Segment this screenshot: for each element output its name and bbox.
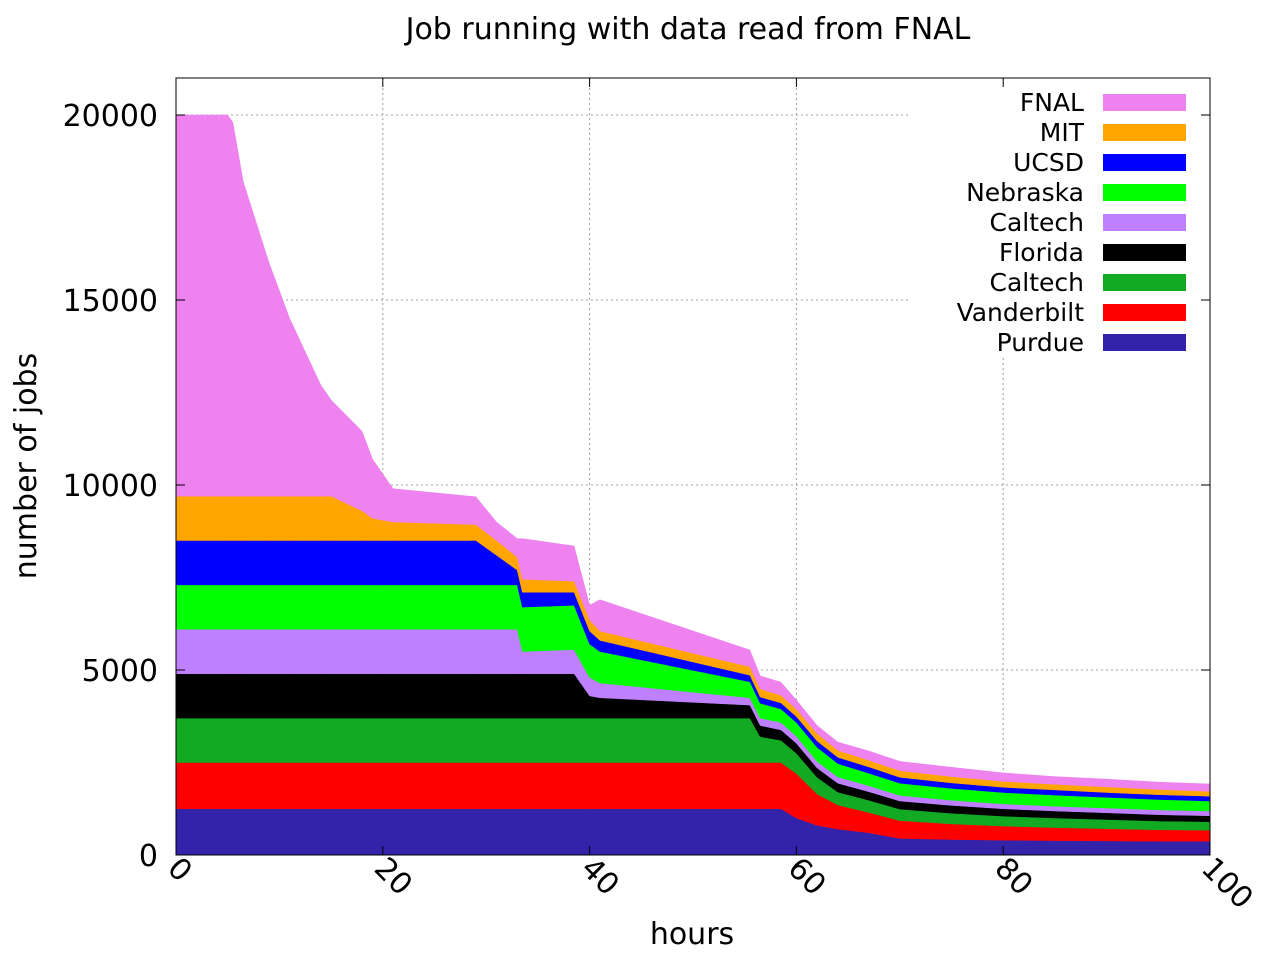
legend-label-caltech: Caltech xyxy=(990,268,1085,297)
plot-frame xyxy=(175,77,1211,856)
axis-ticks: 0 5000 10000 15000 20000 0 20 40 60 80 100 xyxy=(63,78,1260,916)
legend-label-florida: Florida xyxy=(999,238,1084,267)
legend-swatch-mit xyxy=(1103,124,1186,141)
legend-label-nebraska: Nebraska xyxy=(966,178,1084,207)
x-tick-label: 100 xyxy=(1194,851,1259,916)
legend-swatch-purdue xyxy=(1103,334,1186,351)
x-axis-label: hours xyxy=(650,917,734,952)
legend-swatch-florida xyxy=(1103,244,1186,261)
y-tick-label: 5000 xyxy=(82,654,158,689)
x-tick-label: 0 xyxy=(160,851,198,889)
legend-label-caltech: Caltech xyxy=(990,208,1085,237)
legend-swatch-fnal xyxy=(1103,94,1186,111)
y-tick-label: 10000 xyxy=(63,469,158,504)
legend-swatch-vanderbilt xyxy=(1103,304,1186,321)
x-tick-label: 40 xyxy=(574,851,626,903)
x-tick-label: 60 xyxy=(781,851,833,903)
y-axis-label: number of jobs xyxy=(9,353,44,579)
y-tick-label: 20000 xyxy=(63,99,158,134)
legend-label-ucsd: UCSD xyxy=(1013,148,1084,177)
chart-title: Job running with data read from FNAL xyxy=(404,12,971,47)
stacked-areas xyxy=(175,114,1211,856)
legend-label-purdue: Purdue xyxy=(997,328,1084,357)
legend-label-mit: MIT xyxy=(1040,118,1085,147)
x-tick-label: 80 xyxy=(988,851,1040,903)
legend: FNALMITUCSDNebraskaCaltechFloridaCaltech… xyxy=(908,84,1204,357)
legend-swatch-caltech xyxy=(1103,274,1186,291)
legend-swatch-ucsd xyxy=(1103,154,1186,171)
x-tick-label: 20 xyxy=(367,851,419,903)
legend-swatch-nebraska xyxy=(1103,184,1186,201)
y-tick-label: 0 xyxy=(139,839,158,874)
legend-label-vanderbilt: Vanderbilt xyxy=(957,298,1085,327)
legend-swatch-caltech xyxy=(1103,214,1186,231)
legend-label-fnal: FNAL xyxy=(1020,88,1084,117)
y-tick-label: 15000 xyxy=(63,284,158,319)
